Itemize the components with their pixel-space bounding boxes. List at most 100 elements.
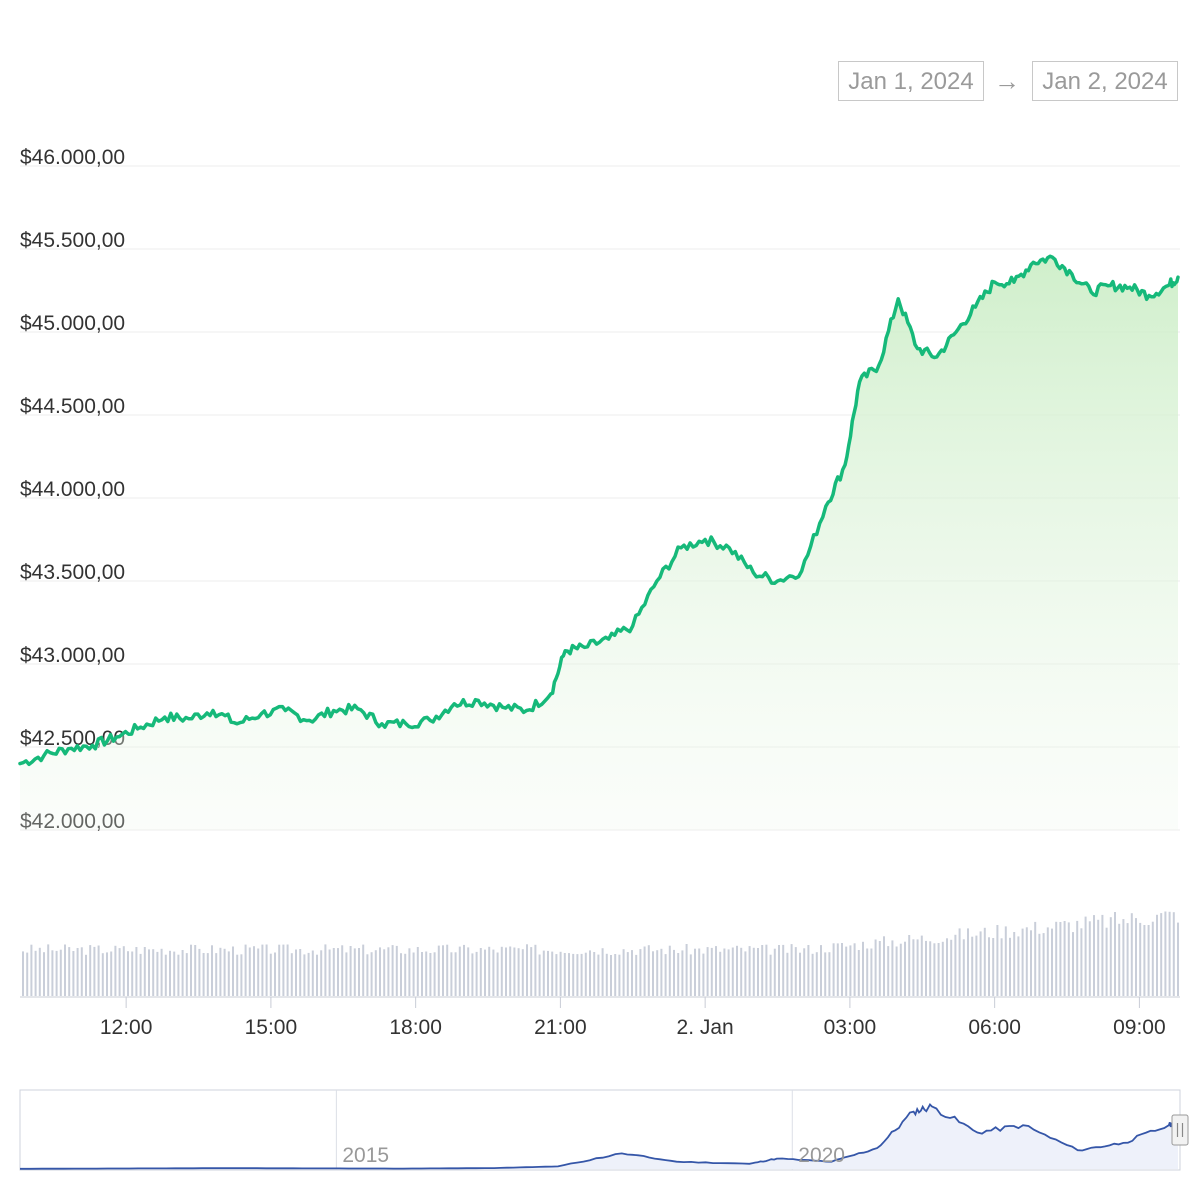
volume-bar bbox=[807, 945, 810, 996]
volume-bar bbox=[358, 948, 360, 996]
volume-bar bbox=[601, 948, 604, 996]
volume-bar bbox=[610, 955, 612, 996]
volume-bar bbox=[505, 947, 507, 996]
volume-bar bbox=[685, 944, 688, 996]
volume-bar bbox=[1030, 930, 1032, 996]
volume-bar bbox=[1042, 933, 1045, 996]
volume-bar bbox=[236, 954, 239, 996]
volume-bar bbox=[681, 950, 684, 996]
volume-bar bbox=[656, 950, 659, 996]
volume-bar bbox=[1017, 936, 1020, 996]
x-tick-label: 15:00 bbox=[245, 1016, 298, 1039]
volume-bar bbox=[211, 945, 213, 996]
volume-bar bbox=[64, 944, 66, 996]
volume-bar bbox=[1160, 913, 1163, 996]
volume-bar bbox=[1025, 927, 1028, 996]
volume-bar bbox=[748, 946, 751, 996]
volume-bar bbox=[673, 949, 675, 996]
volume-bar bbox=[1126, 923, 1129, 996]
volume-bar bbox=[353, 948, 356, 996]
volume-bar bbox=[576, 954, 579, 996]
range-start-input[interactable]: Jan 1, 2024 bbox=[838, 61, 984, 101]
volume-bar bbox=[332, 948, 335, 996]
volume-bar bbox=[362, 944, 365, 996]
volume-bar bbox=[400, 953, 402, 996]
volume-bar bbox=[240, 954, 243, 996]
volume-bar bbox=[933, 943, 936, 996]
volume-bar bbox=[773, 948, 776, 996]
volume-bar bbox=[778, 945, 780, 996]
volume-bar bbox=[857, 950, 860, 996]
volume-bar bbox=[47, 944, 50, 996]
volume-bar bbox=[122, 946, 125, 996]
volume-bar bbox=[521, 949, 524, 996]
volume-bar bbox=[1109, 917, 1112, 996]
volume-bar bbox=[110, 951, 113, 996]
volume-bar bbox=[820, 945, 822, 996]
volume-bar bbox=[484, 949, 486, 996]
volume-bar bbox=[950, 939, 953, 996]
range-end-input[interactable]: Jan 2, 2024 bbox=[1032, 61, 1178, 101]
volume-bar bbox=[471, 953, 474, 996]
volume-bar bbox=[706, 947, 709, 996]
volume-bar bbox=[786, 952, 789, 996]
navigator-handle-grip[interactable] bbox=[1171, 1114, 1189, 1146]
volume-bar bbox=[467, 947, 470, 996]
volume-bar bbox=[328, 949, 331, 996]
volume-bar bbox=[874, 939, 877, 996]
volume-bar bbox=[1101, 914, 1104, 996]
volume-bar bbox=[555, 954, 558, 996]
volume-bar bbox=[694, 948, 696, 996]
volume-bar bbox=[904, 941, 906, 996]
x-tick-label: 18:00 bbox=[389, 1016, 442, 1039]
volume-bar bbox=[1097, 919, 1100, 996]
volume-bar bbox=[698, 948, 701, 996]
volume-bar bbox=[559, 951, 562, 996]
volume-bar bbox=[971, 936, 974, 996]
volume-bar bbox=[887, 946, 890, 996]
volume-bar bbox=[908, 935, 911, 996]
volume-bar bbox=[1076, 920, 1079, 996]
volume-bar bbox=[946, 938, 948, 996]
y-tick-label: $45.500,00 bbox=[20, 229, 125, 252]
volume-bar bbox=[1038, 933, 1041, 996]
volume-bar bbox=[51, 950, 54, 996]
volume-bar bbox=[920, 935, 923, 996]
volume-bar bbox=[1021, 928, 1024, 996]
volume-bar bbox=[1067, 922, 1070, 996]
volume-bar bbox=[715, 946, 717, 996]
volume-bar bbox=[534, 944, 537, 996]
volume-bar bbox=[916, 939, 919, 996]
volume-bar bbox=[169, 950, 171, 996]
volume-bar bbox=[227, 951, 230, 996]
volume-bar bbox=[841, 943, 843, 996]
volume-bar bbox=[215, 953, 218, 996]
volume-bar bbox=[975, 935, 978, 996]
navigator-grid bbox=[335, 1090, 793, 1170]
volume-bar bbox=[929, 941, 932, 996]
navigator-label: 2015 bbox=[342, 1144, 389, 1167]
volume-bar bbox=[404, 953, 407, 996]
volume-bar bbox=[1051, 928, 1053, 996]
volume-bar bbox=[752, 947, 755, 996]
navigator-handle[interactable] bbox=[1171, 1114, 1189, 1146]
volume-bar bbox=[173, 951, 176, 996]
volume-bar bbox=[232, 946, 234, 996]
volume-bar bbox=[962, 939, 965, 996]
volume-bar bbox=[828, 952, 831, 996]
volume-bar bbox=[967, 928, 969, 996]
navigator[interactable]: 2015 2020 bbox=[19, 1089, 1189, 1171]
volume-bar bbox=[93, 946, 96, 996]
price-line bbox=[18, 254, 1180, 767]
volume-bar bbox=[647, 945, 650, 996]
volume-bar bbox=[1139, 922, 1142, 996]
volume-bar bbox=[912, 939, 915, 996]
volume-bar bbox=[1080, 928, 1083, 996]
volume-bar bbox=[479, 948, 482, 996]
volume-bar bbox=[421, 952, 423, 996]
volume-bar bbox=[862, 941, 864, 996]
volume-bar bbox=[433, 952, 436, 996]
volume-bar bbox=[618, 954, 621, 996]
x-tick-label: 21:00 bbox=[534, 1016, 587, 1039]
